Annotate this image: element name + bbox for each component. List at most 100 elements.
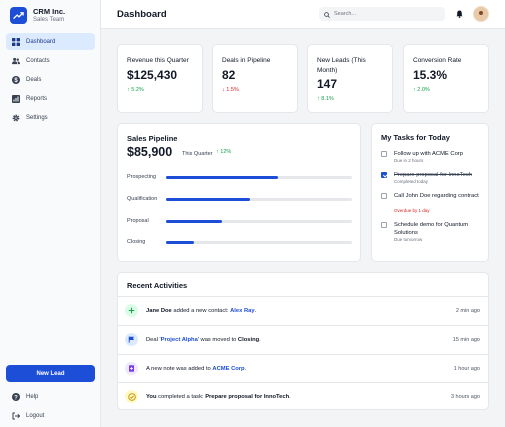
stat-delta: ↓ 1.5% [222,87,239,93]
task-meta: Due tomorrow [394,237,423,242]
arrow-up-icon: ↑ [216,149,221,155]
stage-track [166,220,352,223]
activity-fragment: ' was moved to [197,337,238,343]
stage-fill [166,241,194,244]
stat-label: New Leads (This Month) [317,57,366,74]
activity-fragment: . [244,366,247,372]
stat-label: Deals in Pipeline [222,57,271,64]
sidebar-item-label: Help [26,393,39,400]
activity-row: Jane Doe added a new contact: Alex Ray. 2… [118,296,488,325]
logout-icon [12,412,20,420]
activity-time: 1 hour ago [453,366,480,372]
stat-value: 147 [317,77,338,91]
arrow-down-icon: ↓ [222,87,227,93]
svg-text:$: $ [14,78,18,84]
task-checkbox[interactable] [381,151,387,157]
stage-fill [166,176,278,179]
activity-row: Deal 'Project Alpha' was moved to Closin… [118,325,488,354]
check-circle-icon [125,390,138,403]
notifications-button[interactable] [452,7,466,21]
avatar[interactable] [473,6,489,22]
new-lead-button[interactable]: New Lead [6,365,95,382]
sales-pipeline-card: Sales Pipeline $85,900 This Quarter ↑ 12… [117,123,361,262]
page-title: Dashboard [117,9,167,20]
sidebar-item-label: Dashboard [26,38,56,45]
pipeline-delta: ↑ 12% [216,149,232,155]
activity-emphasis: Prepare proposal for InnoTech [205,394,290,400]
stat-value: 82 [222,68,236,82]
stage-label: Closing [127,239,146,245]
sidebar-item-label: Deals [26,76,42,83]
stat-value: $125,430 [127,68,178,82]
note-icon [125,362,138,375]
activity-text: A new note was added to ACME Corp. [146,366,246,372]
activity-fragment: . [289,394,291,400]
stage-track [166,241,352,244]
sidebar-item-reports[interactable]: Reports [6,90,95,107]
sidebar-item-label: Reports [26,95,48,102]
stat-card-leads: New Leads (This Month) 147 ↑ 8.1% [307,44,393,113]
trend-up-icon [10,7,27,24]
stat-card-revenue: Revenue this Quarter $125,430 ↑ 5.2% [117,44,203,113]
sidebar-item-logout[interactable]: Logout [6,407,95,424]
stat-delta: ↑ 8.1% [317,96,334,102]
task-meta: Due in 2 hours [394,158,424,163]
stage-fill [166,198,250,201]
svg-text:?: ? [14,395,18,401]
arrow-up-icon: ↑ [317,96,322,102]
sidebar-item-contacts[interactable]: Contacts [6,52,95,69]
brand-subtitle: Sales Team [33,17,65,23]
task-checkbox[interactable] [381,172,387,178]
pipeline-amount: $85,900 [127,145,173,159]
task-text: Follow up with ACME Corp [394,151,463,157]
sidebar-item-help[interactable]: ? Help [6,388,95,405]
activity-link[interactable]: ACME Corp [212,366,245,372]
sidebar-item-label: Settings [26,114,48,121]
stat-label: Conversion Rate [413,57,462,64]
task-text: Call John Doe regarding contract [394,193,479,199]
activity-fragment: . [259,337,261,343]
stat-delta: ↑ 5.2% [127,87,144,93]
task-checkbox[interactable] [381,193,387,199]
users-icon [12,57,20,65]
top-header: Dashboard [101,0,505,29]
recent-activities-card: Recent Activities Jane Doe added a new c… [117,272,489,410]
activity-emphasis: You [146,394,157,400]
activity-row: You completed a task: Prepare proposal f… [118,382,488,409]
flag-icon [125,333,138,346]
stat-value: 15.3% [413,68,448,82]
sidebar-item-label: Logout [26,412,45,419]
task-checkbox[interactable] [381,222,387,228]
sidebar-item-deals[interactable]: $ Deals [6,71,95,88]
activity-link[interactable]: Alex Ray [230,308,255,314]
search-box[interactable] [319,7,445,21]
activities-title: Recent Activities [127,281,188,290]
plus-icon [125,304,138,317]
sidebar-item-settings[interactable]: Settings [6,109,95,126]
stat-card-conversion: Conversion Rate 15.3% ↑ 2.0% [403,44,489,113]
task-meta: Completed today [394,179,429,184]
sidebar-item-dashboard[interactable]: Dashboard [6,33,95,50]
activity-emphasis: Jane Doe [146,308,172,314]
activity-emphasis: Closing [237,337,260,343]
chart-icon [12,94,20,103]
stat-card-deals: Deals in Pipeline 82 ↓ 1.5% [212,44,298,113]
sidebar-item-label: Contacts [26,57,50,64]
activity-text: Deal 'Project Alpha' was moved to Closin… [146,337,261,343]
pipeline-period: This Quarter [182,151,213,157]
stage-track [166,176,352,179]
activity-text: You completed a task: Prepare proposal f… [146,394,291,400]
gear-icon [12,114,20,122]
stat-label: Revenue this Quarter [127,57,189,64]
activity-fragment: completed a task: [156,394,206,400]
dollar-icon: $ [12,75,20,84]
stage-label: Proposal [127,218,149,224]
activity-fragment: . [254,308,257,314]
search-input[interactable] [334,11,434,17]
task-text: Schedule demo for Quantum Solutions [394,222,469,236]
activity-link[interactable]: Project Alpha [160,337,198,343]
stage-track [166,198,352,201]
activity-fragment: A new note was added to [146,366,213,372]
bottom-nav: ? Help Logout [6,388,95,426]
bell-icon [455,5,463,23]
